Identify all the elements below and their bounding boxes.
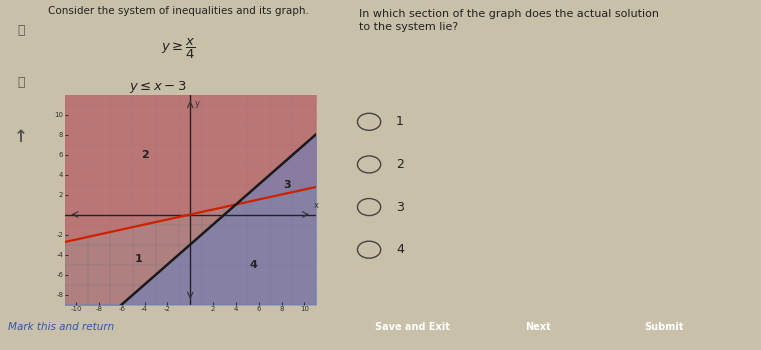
Text: 2: 2 <box>396 158 404 171</box>
Text: 2: 2 <box>141 149 148 160</box>
Text: Submit: Submit <box>645 322 683 332</box>
Text: 3: 3 <box>283 180 291 189</box>
Text: Consider the system of inequalities and its graph.: Consider the system of inequalities and … <box>48 6 309 16</box>
Text: Save and Exit: Save and Exit <box>375 322 451 332</box>
Text: 4: 4 <box>396 243 404 256</box>
Text: 📋: 📋 <box>18 76 24 89</box>
Text: 3: 3 <box>396 201 404 214</box>
Text: In which section of the graph does the actual solution
to the system lie?: In which section of the graph does the a… <box>358 9 659 32</box>
Text: x: x <box>314 202 319 210</box>
Text: Mark this and return: Mark this and return <box>8 322 114 332</box>
Text: Next: Next <box>526 322 551 332</box>
Text: 4: 4 <box>249 259 257 270</box>
Text: $y \geq \dfrac{x}{4}$: $y \geq \dfrac{x}{4}$ <box>161 36 196 61</box>
Text: 🎧: 🎧 <box>18 25 24 37</box>
Text: 1: 1 <box>135 254 143 265</box>
Text: ↑: ↑ <box>14 128 28 146</box>
Text: 1: 1 <box>396 115 404 128</box>
Text: y: y <box>195 99 200 108</box>
Text: $y \leq x - 3$: $y \leq x - 3$ <box>129 79 186 95</box>
